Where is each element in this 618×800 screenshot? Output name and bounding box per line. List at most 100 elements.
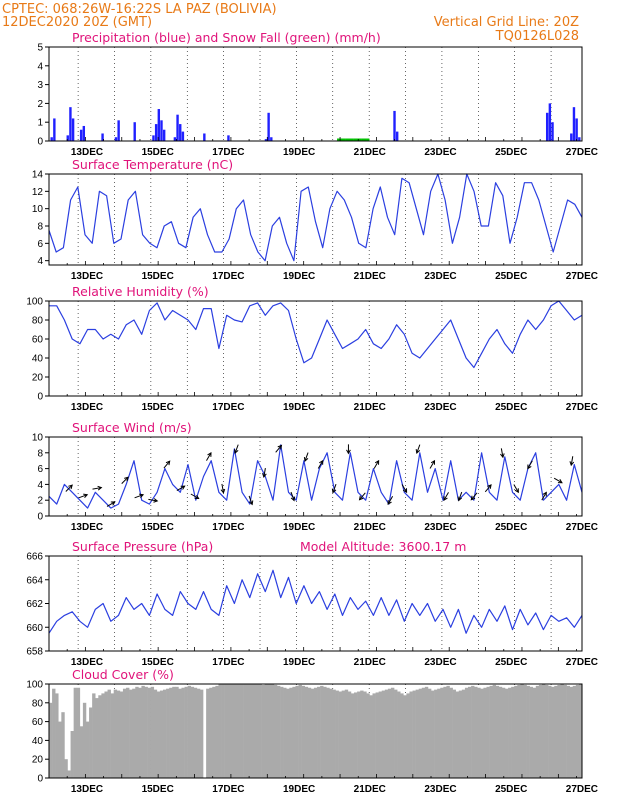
precip-bar (393, 110, 396, 141)
panel-frame (48, 173, 583, 266)
cloud-bar (132, 688, 136, 778)
cloud-bar (196, 688, 201, 778)
y-tick-label: 40 (32, 354, 44, 365)
cloud-bar (310, 688, 315, 778)
precip-bar (53, 118, 56, 141)
y-tick-label: 10 (32, 204, 44, 215)
cloud-bar (230, 684, 235, 778)
wind-arrow-head (234, 449, 239, 455)
cloud-bar (276, 685, 281, 778)
cloud-bar (375, 692, 379, 778)
panel-title: Relative Humidity (%) (72, 284, 209, 299)
wind-arrow-head (527, 464, 532, 470)
y-tick-label: 5 (37, 43, 43, 54)
precip-bar (575, 118, 578, 141)
cloud-bar (233, 684, 238, 778)
x-tick-label: 25DEC (495, 271, 527, 282)
wind-arrow-head (139, 493, 145, 499)
y-tick-label: 80 (32, 698, 44, 709)
x-tick-label: 19DEC (283, 522, 315, 533)
precip-bar (133, 122, 136, 141)
wind-arrow-shaft (359, 492, 366, 501)
cloud-bar (280, 686, 284, 778)
x-tick-label: 27DEC (566, 784, 598, 795)
header-location: CPTEC: 068:26W-16:22S LA PAZ (BOLIVIA) (2, 2, 277, 17)
x-tick-label: 15DEC (142, 147, 174, 158)
cloud-bar (394, 689, 398, 778)
precip-bar (117, 120, 120, 141)
wind-arrow (290, 491, 296, 502)
precip-bar (267, 112, 270, 141)
precip-bar (69, 107, 72, 141)
cloud-bar (64, 759, 68, 778)
cloud-bar (70, 731, 74, 778)
wind-arrow (303, 452, 309, 462)
x-tick-label: 13DEC (71, 657, 103, 668)
cloud-bar (199, 689, 204, 778)
cloud-bar (147, 687, 151, 778)
y-tick-label: 6 (37, 239, 43, 250)
cloud-bar (403, 695, 407, 778)
wind-arrow-head (207, 451, 212, 457)
y-tick-label: 20 (32, 373, 44, 384)
x-tick-label: 19DEC (283, 147, 315, 158)
panel-frame (48, 436, 583, 517)
wind-arrow (346, 444, 351, 455)
wind-arrow (373, 459, 380, 469)
cloud-bar (400, 693, 404, 778)
cloud-bar (461, 689, 466, 778)
wind-arrow (92, 485, 103, 491)
wind-arrow-head (331, 488, 337, 494)
header-code: TQ0126L028 (495, 29, 579, 44)
panel-title: Surface Temperature (nC) (72, 157, 233, 172)
cloud-bar (286, 688, 290, 778)
precip-bar (50, 137, 53, 141)
cloud-bar (138, 687, 142, 778)
wind-arrow-shaft (373, 460, 380, 469)
cloud-bar (572, 685, 577, 778)
wind-arrow-shaft (416, 444, 421, 454)
wind-arrow-head (110, 501, 116, 506)
precip-bar (179, 124, 182, 141)
cloud-bar (357, 691, 361, 778)
cloud-bar (122, 688, 127, 778)
x-tick-label: 21DEC (354, 271, 386, 282)
cloud-bar (273, 684, 278, 778)
snow-bar (355, 138, 359, 141)
snow-bar (366, 138, 370, 141)
cloud-bar (363, 691, 367, 778)
cloud-bar (350, 693, 355, 778)
cloud-bar (187, 685, 192, 778)
cloud-bar (458, 690, 463, 778)
precip-bar (154, 124, 158, 141)
y-tick-label: 0 (37, 774, 43, 785)
wind-arrow-shaft (570, 456, 574, 466)
x-tick-label: 27DEC (566, 522, 598, 533)
cloud-bar (354, 692, 358, 778)
cloud-bar (301, 685, 306, 778)
cloud-bar (169, 687, 173, 778)
cloud-bar (172, 686, 176, 778)
snow-bar (361, 138, 365, 141)
wind-arrow (331, 483, 337, 494)
cloud-bar (477, 687, 481, 778)
cloud-bar (298, 684, 302, 778)
wind-arrow-head (500, 453, 505, 459)
x-tick-label: 21DEC (354, 522, 386, 533)
snow-bar (337, 138, 340, 141)
cloud-bar (144, 686, 148, 778)
precip-bar (66, 135, 69, 141)
cloud-bar (156, 691, 161, 778)
wind-arrow-head (557, 479, 563, 484)
cloud-bar (360, 690, 364, 778)
cloud-bar (554, 685, 558, 778)
wind-arrow-head (569, 461, 575, 467)
panel-title: Surface Pressure (hPa) (72, 539, 213, 554)
x-tick-label: 17DEC (212, 402, 244, 413)
snow-bar (347, 138, 351, 141)
wind-arrow-head (290, 496, 296, 502)
cloud-bar (49, 702, 53, 778)
wind-arrow-shaft (470, 492, 478, 501)
cloud-bar (243, 684, 247, 778)
